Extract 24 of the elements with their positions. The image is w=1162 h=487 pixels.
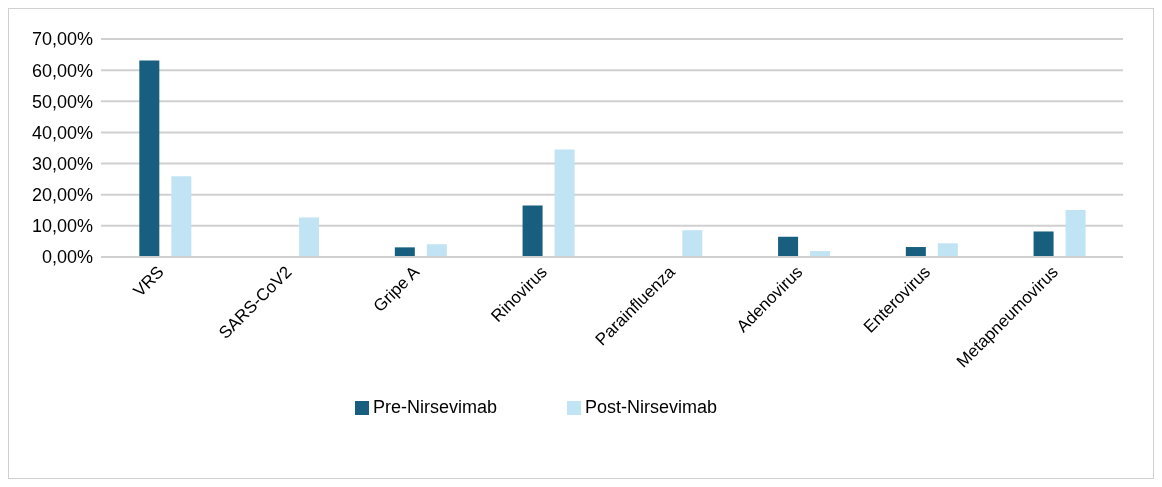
y-tick-label: 50,00% xyxy=(31,91,93,112)
y-tick-label: 10,00% xyxy=(31,216,93,237)
bar xyxy=(426,244,447,257)
bar xyxy=(554,149,575,257)
legend-label: Post-Nirsevimab xyxy=(585,397,718,417)
y-tick-label: 60,00% xyxy=(31,60,93,81)
bar xyxy=(905,247,926,257)
bar xyxy=(522,205,543,257)
x-tick-label: VRS xyxy=(129,262,168,301)
y-tick-label: 40,00% xyxy=(31,122,93,143)
bar xyxy=(299,217,320,257)
bar xyxy=(171,176,192,257)
y-tick-label: 0,00% xyxy=(41,247,93,268)
y-tick-label: 30,00% xyxy=(31,153,93,174)
bar xyxy=(394,247,415,257)
bar xyxy=(778,236,799,257)
y-tick-label: 70,00% xyxy=(31,29,93,50)
bar xyxy=(1065,209,1086,257)
bar xyxy=(937,243,958,257)
bar xyxy=(1033,231,1054,257)
bar xyxy=(139,60,160,257)
legend-label: Pre-Nirsevimab xyxy=(372,397,497,417)
bar xyxy=(682,230,703,257)
y-tick-label: 20,00% xyxy=(31,185,93,206)
